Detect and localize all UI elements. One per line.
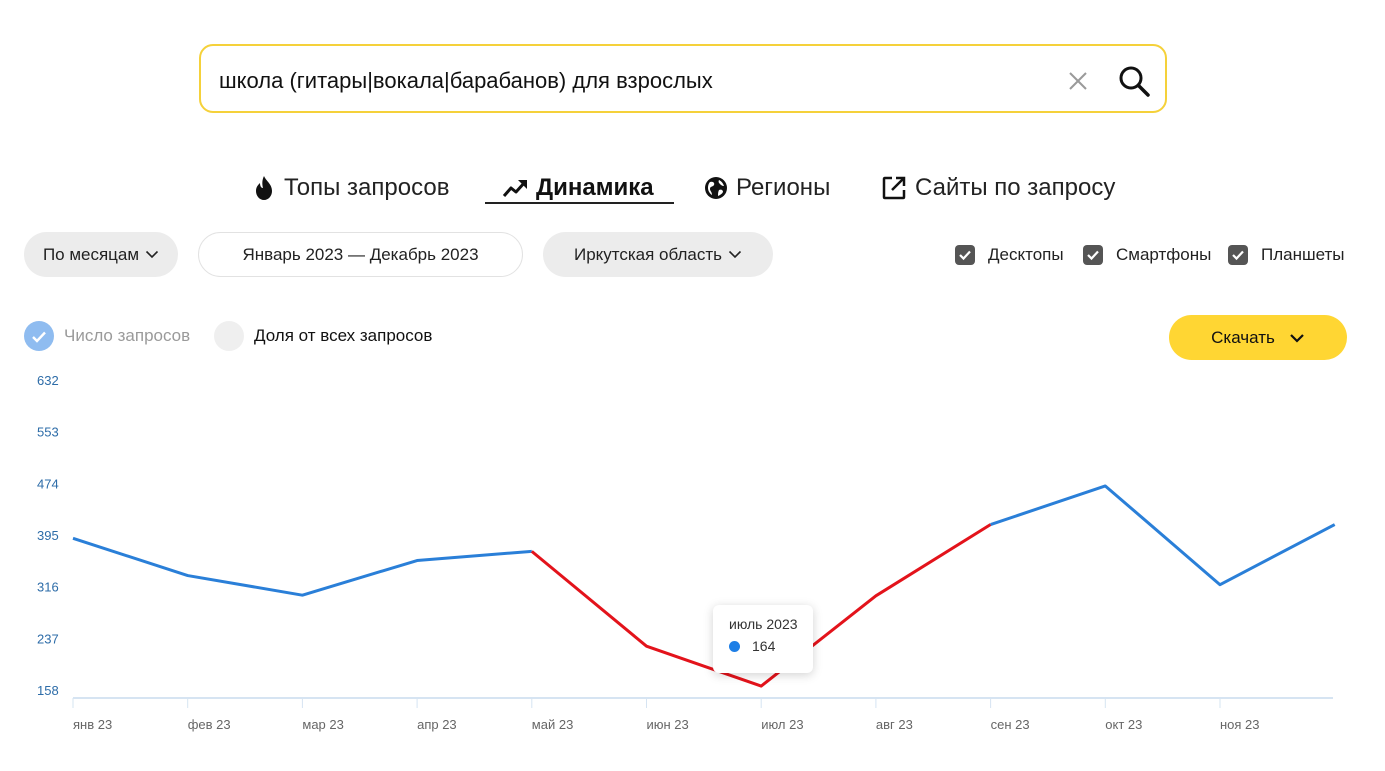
y-tick-label: 158 xyxy=(37,683,59,698)
tab-label: Регионы xyxy=(736,174,831,201)
x-tick-label: апр 23 xyxy=(417,717,457,732)
checkbox-label: Смартфоны xyxy=(1116,245,1212,264)
checkbox-label: Планшеты xyxy=(1261,245,1345,264)
x-tick-label: мар 23 xyxy=(302,717,343,732)
y-tick-label: 474 xyxy=(37,476,59,491)
checkmark-icon xyxy=(955,245,975,265)
checkmark-icon xyxy=(1083,245,1103,265)
y-tick-label: 395 xyxy=(37,528,59,543)
tab-sites[interactable]: Сайты по запросу xyxy=(881,170,1115,206)
search-input[interactable]: школа (гитары|вокала|барабанов) для взро… xyxy=(219,68,713,93)
tab-label: Сайты по запросу xyxy=(915,174,1116,201)
region-select[interactable]: Иркутская область xyxy=(543,232,773,277)
radio-query-count[interactable]: Число запросов xyxy=(24,321,190,351)
tabs: Топы запросов Динамика Регионы Сайты по … xyxy=(0,170,1385,210)
series-line-segment xyxy=(990,484,1336,587)
tooltip-title: июль 2023 xyxy=(729,616,798,632)
tab-regions[interactable]: Регионы xyxy=(704,170,830,206)
download-label: Скачать xyxy=(1211,327,1275,347)
date-range-picker[interactable]: Январь 2023 — Декабрь 2023 xyxy=(198,232,523,277)
tab-tops[interactable]: Топы запросов xyxy=(252,170,449,206)
x-tick-label: янв 23 xyxy=(73,717,112,732)
x-tick-label: сен 23 xyxy=(991,717,1030,732)
radio-checked-icon xyxy=(24,321,54,351)
period-select[interactable]: По месяцам xyxy=(24,232,178,277)
tooltip-value: 164 xyxy=(752,638,776,654)
globe-icon xyxy=(705,177,727,199)
x-tick-label: окт 23 xyxy=(1105,717,1142,732)
tab-dynamics[interactable]: Динамика xyxy=(502,170,654,206)
download-button[interactable]: Скачать xyxy=(1169,315,1347,360)
y-tick-label: 632 xyxy=(37,373,59,388)
checkbox-smartphones[interactable]: Смартфоны xyxy=(1083,245,1211,265)
series-line-segment xyxy=(72,536,532,597)
series-dot-icon xyxy=(729,640,740,652)
active-tab-underline xyxy=(485,202,674,204)
checkbox-tablets[interactable]: Планшеты xyxy=(1228,245,1345,265)
chevron-down-icon xyxy=(1290,333,1304,343)
x-tick-label: июл 23 xyxy=(761,717,803,732)
chevron-down-icon xyxy=(728,250,742,259)
clear-icon[interactable] xyxy=(1067,70,1089,92)
radio-query-share[interactable]: Доля от всех запросов xyxy=(214,321,432,351)
checkbox-label: Десктопы xyxy=(988,245,1064,264)
radio-label: Число запросов xyxy=(64,326,191,345)
dynamics-chart: янв 23 фев 23 мар 23 апр 23 май 23 июн 23 июл … xyxy=(37,373,1336,732)
x-tick-label: май 23 xyxy=(532,717,574,732)
date-range-label: Январь 2023 — Декабрь 2023 xyxy=(242,244,479,264)
trend-icon xyxy=(502,180,527,197)
tooltip-row: 164 xyxy=(729,638,813,654)
series-line-highlighted-segment xyxy=(530,523,992,688)
search-box[interactable]: школа (гитары|вокала|барабанов) для взро… xyxy=(199,44,1167,113)
x-tick-label: ноя 23 xyxy=(1220,717,1260,732)
x-tick-label: авг 23 xyxy=(876,717,913,732)
x-tick-label: июн 23 xyxy=(647,717,689,732)
tab-label: Динамика xyxy=(536,174,654,201)
y-tick-label: 237 xyxy=(37,631,59,646)
checkbox-desktops[interactable]: Десктопы xyxy=(955,245,1064,265)
x-tick-label: фев 23 xyxy=(188,717,231,732)
external-link-icon xyxy=(882,176,906,200)
chart-tooltip: июль 2023 164 xyxy=(713,605,813,673)
checkmark-icon xyxy=(1228,245,1248,265)
radio-unchecked-icon xyxy=(214,321,244,351)
radio-label: Доля от всех запросов xyxy=(254,326,433,345)
y-tick-label: 316 xyxy=(37,580,59,595)
period-label: По месяцам xyxy=(42,244,140,264)
chevron-down-icon xyxy=(145,250,159,259)
y-tick-label: 553 xyxy=(37,425,59,440)
search-icon[interactable] xyxy=(1117,64,1151,98)
region-label: Иркутская область xyxy=(573,244,723,264)
flame-icon xyxy=(256,176,272,200)
tab-label: Топы запросов xyxy=(284,174,450,201)
